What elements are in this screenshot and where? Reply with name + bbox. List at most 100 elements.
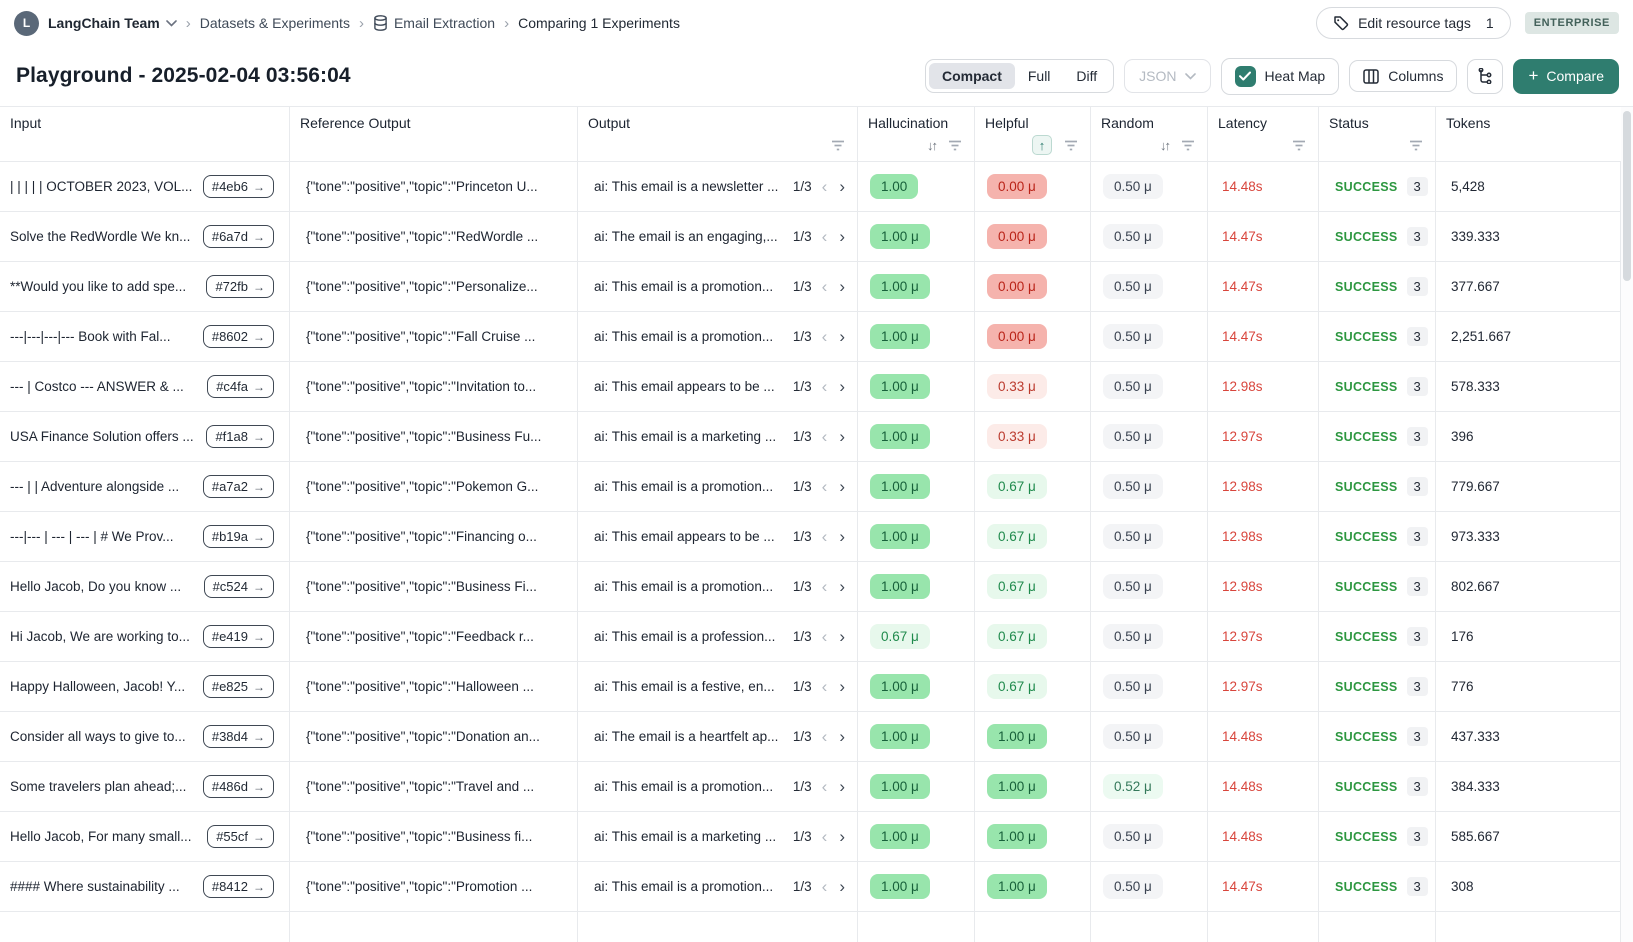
breadcrumb-dataset-link[interactable]: Email Extraction xyxy=(373,15,495,31)
table-row[interactable]: Happy Halloween, Jacob! Y... #e825 → {"t… xyxy=(0,662,1621,712)
table-row[interactable]: ---|--- | --- | --- | # We Prov... #b19a… xyxy=(0,512,1621,562)
table-row[interactable]: #### Where sustainability ... #8412 → {"… xyxy=(0,862,1621,912)
chevron-left-icon[interactable]: ‹ xyxy=(821,227,828,246)
input-cell: | | | | | OCTOBER 2023, VOL... #4eb6 → xyxy=(0,162,290,211)
status-badge: SUCCESS xyxy=(1335,829,1398,844)
example-id-badge[interactable]: #f1a8 → xyxy=(206,425,274,448)
table-row[interactable]: ---|---|---|--- Book with Fal... #8602 →… xyxy=(0,312,1621,362)
heat-map-checkbox[interactable] xyxy=(1234,65,1256,87)
chevron-right-icon[interactable]: › xyxy=(839,627,845,646)
example-id-badge[interactable]: #c4fa → xyxy=(207,375,274,398)
chevron-right-icon[interactable]: › xyxy=(839,377,845,396)
filter-icon[interactable] xyxy=(1292,140,1306,151)
table-row[interactable]: Consider all ways to give to... #38d4 → … xyxy=(0,712,1621,762)
status-badge: SUCCESS xyxy=(1335,329,1398,344)
chevron-right-icon[interactable]: › xyxy=(839,527,845,546)
chevron-left-icon[interactable]: ‹ xyxy=(821,427,828,446)
example-id-badge[interactable]: #55cf → xyxy=(207,825,274,848)
filter-icon[interactable] xyxy=(1409,140,1423,151)
chevron-left-icon[interactable]: ‹ xyxy=(821,577,828,596)
edit-resource-tags-button[interactable]: Edit resource tags 1 xyxy=(1316,7,1511,39)
tokens-cell: 308 xyxy=(1436,862,1621,911)
chevron-left-icon[interactable]: ‹ xyxy=(821,277,828,296)
table-row[interactable]: **Would you like to add spe... #72fb → {… xyxy=(0,262,1621,312)
chevron-left-icon[interactable]: ‹ xyxy=(821,627,828,646)
table-row[interactable]: Hello Jacob, Do you know ... #c524 → {"t… xyxy=(0,562,1621,612)
heat-map-toggle[interactable]: Heat Map xyxy=(1220,57,1340,95)
breadcrumb: L LangChain Team › Datasets & Experiment… xyxy=(14,10,680,36)
chevron-right-icon[interactable]: › xyxy=(839,777,845,796)
chevron-right-icon[interactable]: › xyxy=(839,477,845,496)
example-id-badge[interactable]: #486d → xyxy=(202,775,274,798)
chevron-left-icon[interactable]: ‹ xyxy=(821,727,828,746)
view-compact-button[interactable]: Compact xyxy=(928,63,1015,89)
table-row[interactable]: Some travelers plan ahead;... #486d → {"… xyxy=(0,762,1621,812)
chevron-right-icon[interactable]: › xyxy=(839,177,845,196)
chevron-left-icon[interactable]: ‹ xyxy=(821,677,828,696)
example-id-badge[interactable]: #e419 → xyxy=(202,625,274,648)
chevron-right-icon[interactable]: › xyxy=(839,727,845,746)
table-row[interactable]: --- | Costco --- ANSWER & ... #c4fa → {"… xyxy=(0,362,1621,412)
sort-ascending-icon[interactable]: ↑ xyxy=(1032,135,1052,155)
chevron-right-icon[interactable]: › xyxy=(839,827,845,846)
reference-output-text: {"tone":"positive","topic":"Travel and .… xyxy=(306,779,535,794)
breadcrumb-separator: › xyxy=(185,14,191,32)
columns-button[interactable]: Columns xyxy=(1349,60,1458,92)
example-id-badge[interactable]: #a7a2 → xyxy=(202,475,274,498)
example-id-badge[interactable]: #38d4 → xyxy=(202,725,274,748)
table-row[interactable]: Hi Jacob, We are working to... #e419 → {… xyxy=(0,612,1621,662)
compare-button[interactable]: + Compare xyxy=(1513,58,1619,94)
scrollbar-thumb[interactable] xyxy=(1623,111,1631,281)
team-avatar[interactable]: L xyxy=(14,10,39,36)
trace-tree-button[interactable] xyxy=(1467,58,1504,94)
table-row[interactable]: --- | | Adventure alongside ... #a7a2 → … xyxy=(0,462,1621,512)
chevron-left-icon[interactable]: ‹ xyxy=(821,877,828,896)
chevron-left-icon[interactable]: ‹ xyxy=(821,827,828,846)
example-id-badge[interactable]: #e825 → xyxy=(202,675,274,698)
chevron-left-icon[interactable]: ‹ xyxy=(821,777,828,796)
repetition-pagination: 1/3 xyxy=(792,179,812,194)
chevron-right-icon[interactable]: › xyxy=(839,227,845,246)
team-selector[interactable]: LangChain Team xyxy=(48,15,177,31)
arrow-right-icon: → xyxy=(253,179,265,194)
status-badge: SUCCESS xyxy=(1335,729,1398,744)
chevron-right-icon[interactable]: › xyxy=(839,577,845,596)
table-row[interactable]: Hello Jacob, For many small... #55cf → {… xyxy=(0,812,1621,862)
chevron-right-icon[interactable]: › xyxy=(839,277,845,296)
status-cell: SUCCESS 3 xyxy=(1319,462,1436,511)
sort-icon[interactable]: ↓↑ xyxy=(1160,137,1171,153)
filter-icon[interactable] xyxy=(1064,140,1078,151)
table-row[interactable]: | | | | | OCTOBER 2023, VOL... #4eb6 → {… xyxy=(0,162,1621,212)
example-id-badge[interactable]: #8602 → xyxy=(202,325,274,348)
chevron-left-icon[interactable]: ‹ xyxy=(821,327,828,346)
example-id-badge[interactable]: #72fb → xyxy=(206,275,274,298)
hallucination-cell: 1.00 xyxy=(858,162,975,211)
table-row[interactable]: Solve the RedWordle We kn... #6a7d → {"t… xyxy=(0,212,1621,262)
arrow-right-icon: → xyxy=(253,879,265,894)
chevron-left-icon[interactable]: ‹ xyxy=(821,377,828,396)
example-id-badge[interactable]: #6a7d → xyxy=(202,225,274,248)
filter-icon[interactable] xyxy=(1181,140,1195,151)
chevron-left-icon[interactable]: ‹ xyxy=(821,177,828,196)
chevron-right-icon[interactable]: › xyxy=(839,677,845,696)
arrow-right-icon: → xyxy=(253,479,265,494)
sort-icon[interactable]: ↓↑ xyxy=(927,137,938,153)
chevron-left-icon[interactable]: ‹ xyxy=(821,527,828,546)
chevron-right-icon[interactable]: › xyxy=(839,877,845,896)
helpful-score: 0.00 μ xyxy=(987,324,1047,349)
chevron-left-icon[interactable]: ‹ xyxy=(821,477,828,496)
example-id-badge[interactable]: #4eb6 → xyxy=(202,175,274,198)
breadcrumb-datasets-link[interactable]: Datasets & Experiments xyxy=(199,15,350,31)
format-select[interactable]: JSON xyxy=(1124,59,1211,93)
example-id-badge[interactable]: #b19a → xyxy=(202,525,274,548)
filter-icon[interactable] xyxy=(948,140,962,151)
example-id-badge[interactable]: #8412 → xyxy=(202,875,274,898)
table-row[interactable]: USA Finance Solution offers ... #f1a8 → … xyxy=(0,412,1621,462)
view-full-button[interactable]: Full xyxy=(1027,68,1051,84)
example-id-badge[interactable]: #c524 → xyxy=(203,575,274,598)
view-diff-button[interactable]: Diff xyxy=(1076,68,1098,84)
chevron-right-icon[interactable]: › xyxy=(839,427,845,446)
filter-icon[interactable] xyxy=(831,140,845,151)
vertical-scrollbar[interactable] xyxy=(1621,107,1633,942)
chevron-right-icon[interactable]: › xyxy=(839,327,845,346)
